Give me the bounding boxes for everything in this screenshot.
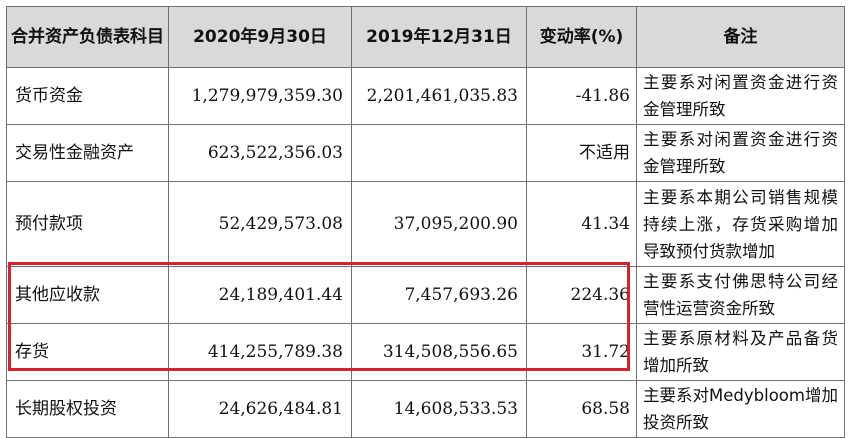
header-change-rate: 变动率(%) (526, 6, 637, 68)
balance-sheet-table-container: 合并资产负债表科目 2020年9月30日 2019年12月31日 变动率(%) … (6, 6, 845, 438)
row-value-2019: 7,457,693.26 (351, 266, 527, 324)
row-change-rate: 224.36 (526, 266, 637, 324)
header-2019-12-31: 2019年12月31日 (351, 6, 527, 68)
row-change-rate: 不适用 (526, 124, 637, 182)
row-change-rate: 68.58 (526, 380, 637, 438)
header-2020-09-30: 2020年9月30日 (168, 6, 352, 68)
row-note: 主要系对Medybloom增加投资所致 (636, 380, 845, 438)
row-subject: 长期股权投资 (6, 380, 169, 438)
row-note: 主要系对闲置资金进行资金管理所致 (636, 67, 845, 125)
balance-sheet-change-table: 合并资产负债表科目 2020年9月30日 2019年12月31日 变动率(%) … (6, 6, 845, 438)
row-value-2020: 1,279,979,359.30 (168, 67, 352, 125)
row-change-rate: 41.34 (526, 181, 637, 267)
table-row: 预付款项 52,429,573.08 37,095,200.90 41.34 主… (6, 181, 845, 267)
row-subject: 存货 (6, 323, 169, 381)
row-subject: 其他应收款 (6, 266, 169, 324)
row-note: 主要系本期公司销售规模持续上涨，存货采购增加导致预付货款增加 (636, 181, 845, 267)
row-change-rate: -41.86 (526, 67, 637, 125)
table-row: 货币资金 1,279,979,359.30 2,201,461,035.83 -… (6, 67, 845, 125)
row-value-2020: 414,255,789.38 (168, 323, 352, 381)
table-row: 长期股权投资 24,626,484.81 14,608,533.53 68.58… (6, 380, 845, 438)
row-value-2019: 2,201,461,035.83 (351, 67, 527, 125)
row-value-2020: 623,522,356.03 (168, 124, 352, 182)
row-value-2019 (351, 124, 527, 182)
row-subject: 预付款项 (6, 181, 169, 267)
row-subject: 货币资金 (6, 67, 169, 125)
row-value-2020: 24,189,401.44 (168, 266, 352, 324)
table-header-row: 合并资产负债表科目 2020年9月30日 2019年12月31日 变动率(%) … (6, 6, 845, 68)
row-value-2020: 24,626,484.81 (168, 380, 352, 438)
row-subject: 交易性金融资产 (6, 124, 169, 182)
header-subject: 合并资产负债表科目 (6, 6, 169, 68)
row-value-2019: 37,095,200.90 (351, 181, 527, 267)
table-row: 交易性金融资产 623,522,356.03 不适用 主要系对闲置资金进行资金管… (6, 124, 845, 182)
row-value-2019: 314,508,556.65 (351, 323, 527, 381)
row-note: 主要系对闲置资金进行资金管理所致 (636, 124, 845, 182)
row-value-2019: 14,608,533.53 (351, 380, 527, 438)
row-value-2020: 52,429,573.08 (168, 181, 352, 267)
header-note: 备注 (636, 6, 845, 68)
row-note: 主要系原材料及产品备货增加所致 (636, 323, 845, 381)
table-row: 其他应收款 24,189,401.44 7,457,693.26 224.36 … (6, 266, 845, 324)
table-row: 存货 414,255,789.38 314,508,556.65 31.72 主… (6, 323, 845, 381)
row-note: 主要系支付佛思特公司经营性运营资金所致 (636, 266, 845, 324)
row-change-rate: 31.72 (526, 323, 637, 381)
